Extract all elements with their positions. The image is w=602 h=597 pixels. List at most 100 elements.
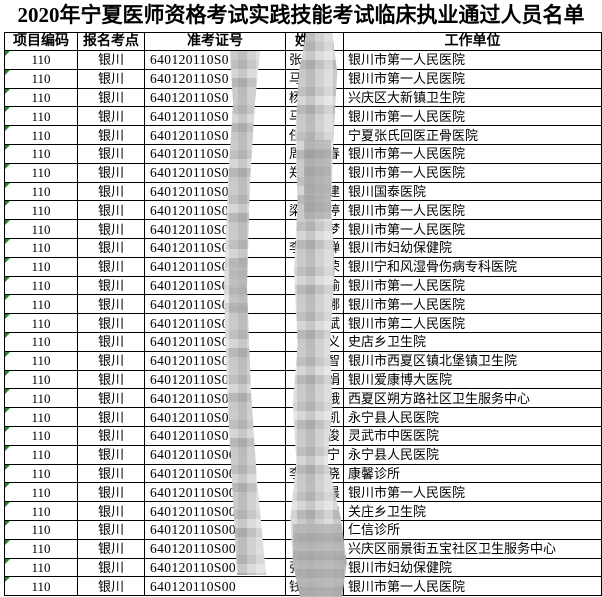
cell-exam-site[interactable]: 银川 (77, 143, 145, 164)
cell-exam-site[interactable]: 银川 (77, 162, 145, 183)
cell-ticket-number[interactable]: 640120110S00 (144, 538, 286, 559)
cell-project-code[interactable]: 110 (4, 331, 78, 352)
cell-ticket-number[interactable]: 640120110S0 (144, 181, 286, 202)
cell-ticket-number[interactable]: 640120110S00 (144, 444, 286, 465)
cell-project-code[interactable]: 110 (4, 256, 78, 277)
table-row[interactable]: 110 银川 640120110S00 钱 银川市第一人民医院 (4, 576, 602, 597)
cell-ticket-number[interactable]: 640120110S0 (144, 143, 286, 164)
cell-project-code[interactable]: 110 (4, 557, 78, 578)
cell-work-unit[interactable]: 银川市第一人民医院 (343, 162, 602, 183)
cell-exam-site[interactable]: 银川 (77, 68, 145, 89)
cell-exam-site[interactable]: 银川 (77, 538, 145, 559)
cell-ticket-number[interactable]: 640120110S0 (144, 331, 286, 352)
cell-work-unit[interactable]: 康馨诊所 (343, 463, 602, 484)
cell-work-unit[interactable]: 银川市第一人民医院 (343, 275, 602, 296)
cell-exam-site[interactable]: 银川 (77, 557, 145, 578)
cell-exam-site[interactable]: 银川 (77, 482, 145, 503)
cell-exam-site[interactable]: 银川 (77, 576, 145, 597)
cell-work-unit[interactable]: 银川爱康博大医院 (343, 369, 602, 390)
cell-exam-site[interactable]: 银川 (77, 350, 145, 371)
cell-ticket-number[interactable]: 640120110S0 (144, 125, 286, 145)
cell-exam-site[interactable]: 银川 (77, 501, 145, 521)
cell-ticket-number[interactable]: 640120110S0 (144, 256, 286, 277)
cell-work-unit[interactable]: 西夏区朔方路社区卫生服务中心 (343, 388, 602, 409)
cell-work-unit[interactable]: 仁信诊所 (343, 519, 602, 540)
cell-exam-site[interactable]: 银川 (77, 237, 145, 258)
cell-work-unit[interactable]: 银川市第一人民医院 (343, 294, 602, 315)
cell-exam-site[interactable]: 银川 (77, 313, 145, 333)
cell-exam-site[interactable]: 银川 (77, 50, 145, 70)
cell-ticket-number[interactable]: 640120110S0 (144, 219, 286, 239)
cell-project-code[interactable]: 110 (4, 313, 78, 333)
cell-project-code[interactable]: 110 (4, 576, 78, 597)
cell-project-code[interactable]: 110 (4, 50, 78, 70)
cell-exam-site[interactable]: 银川 (77, 407, 145, 427)
table-row[interactable]: 110 银川 640120110S0 周 春 银川市第一人民医院 (4, 143, 602, 164)
cell-ticket-number[interactable]: 640120110S00 (144, 501, 286, 521)
cell-work-unit[interactable]: 银川市第一人民医院 (343, 200, 602, 221)
cell-work-unit[interactable]: 灵武市中医医院 (343, 425, 602, 446)
cell-project-code[interactable]: 110 (4, 294, 78, 315)
cell-project-code[interactable]: 110 (4, 369, 78, 390)
table-row[interactable]: 110 银川 640120110S0 建 银川国泰医院 (4, 181, 602, 202)
cell-project-code[interactable]: 110 (4, 162, 78, 183)
cell-work-unit[interactable]: 永宁县人民医院 (343, 444, 602, 465)
cell-ticket-number[interactable]: 640120110S0 (144, 388, 286, 409)
cell-exam-site[interactable]: 银川 (77, 425, 145, 446)
cell-exam-site[interactable]: 银川 (77, 388, 145, 409)
table-row[interactable]: 110 银川 640120110S0 梁 婷 银川市第一人民医院 (4, 200, 602, 221)
cell-exam-site[interactable]: 银川 (77, 444, 145, 465)
cell-ticket-number[interactable]: 640120110S00 (144, 519, 286, 540)
cell-ticket-number[interactable]: 640120110S0 (144, 294, 286, 315)
cell-work-unit[interactable]: 银川市第一人民医院 (343, 106, 602, 127)
cell-work-unit[interactable]: 银川市第一人民医院 (343, 50, 602, 70)
cell-exam-site[interactable]: 银川 (77, 256, 145, 277)
cell-project-code[interactable]: 110 (4, 482, 78, 503)
table-row[interactable]: 110 银川 640120110S0 义 史店乡卫生院 (4, 331, 602, 352)
cell-work-unit[interactable]: 史店乡卫生院 (343, 331, 602, 352)
cell-ticket-number[interactable]: 640120110S0 (144, 200, 286, 221)
cell-work-unit[interactable]: 银川市第一人民医院 (343, 576, 602, 597)
cell-ticket-number[interactable]: 640120110S0 (144, 350, 286, 371)
cell-ticket-number[interactable]: 640120110S0 (144, 275, 286, 296)
cell-ticket-number[interactable]: 640120110S0 (144, 237, 286, 258)
cell-work-unit[interactable]: 银川市第二人民医院 (343, 313, 602, 333)
cell-work-unit[interactable]: 宁夏张氏回医正骨医院 (343, 125, 602, 145)
table-row[interactable]: 110 银川 640120110S0 郑 银川市第一人民医院 (4, 162, 602, 183)
cell-exam-site[interactable]: 银川 (77, 219, 145, 239)
cell-project-code[interactable]: 110 (4, 200, 78, 221)
table-row[interactable]: 110 银川 640120110S0 娟 银川爱康博大医院 (4, 369, 602, 390)
cell-work-unit[interactable]: 兴庆区大新镇卫生院 (343, 87, 602, 108)
cell-work-unit[interactable]: 银川市第一人民医院 (343, 68, 602, 89)
cell-work-unit[interactable]: 银川市第一人民医院 (343, 219, 602, 239)
cell-exam-site[interactable]: 银川 (77, 369, 145, 390)
cell-exam-site[interactable]: 银川 (77, 275, 145, 296)
cell-project-code[interactable]: 110 (4, 237, 78, 258)
cell-work-unit[interactable]: 兴庆区丽景街五宝社区卫生服务中心 (343, 538, 602, 559)
cell-exam-site[interactable]: 银川 (77, 294, 145, 315)
cell-ticket-number[interactable]: 640120110S0 (144, 87, 286, 108)
cell-work-unit[interactable]: 银川宁和风湿骨伤病专科医院 (343, 256, 602, 277)
cell-ticket-number[interactable]: 640120110S0 (144, 162, 286, 183)
cell-project-code[interactable]: 110 (4, 538, 78, 559)
cell-work-unit[interactable]: 银川市妇幼保健院 (343, 237, 602, 258)
cell-project-code[interactable]: 110 (4, 350, 78, 371)
cell-ticket-number[interactable]: 640120110S0 (144, 50, 286, 70)
cell-ticket-number[interactable]: 640120110S0 (144, 425, 286, 446)
cell-work-unit[interactable]: 银川市妇幼保健院 (343, 557, 602, 578)
cell-ticket-number[interactable]: 640120110S00 (144, 482, 286, 503)
cell-exam-site[interactable]: 银川 (77, 463, 145, 484)
cell-ticket-number[interactable]: 640120110S0 (144, 369, 286, 390)
cell-exam-site[interactable]: 银川 (77, 106, 145, 127)
cell-project-code[interactable]: 110 (4, 68, 78, 89)
cell-project-code[interactable]: 110 (4, 444, 78, 465)
cell-work-unit[interactable]: 银川市第一人民医院 (343, 482, 602, 503)
cell-project-code[interactable]: 110 (4, 388, 78, 409)
cell-project-code[interactable]: 110 (4, 501, 78, 521)
cell-project-code[interactable]: 110 (4, 519, 78, 540)
cell-project-code[interactable]: 110 (4, 425, 78, 446)
cell-project-code[interactable]: 110 (4, 219, 78, 239)
cell-work-unit[interactable]: 银川市西夏区镇北堡镇卫生院 (343, 350, 602, 371)
cell-ticket-number[interactable]: 640120110S00 (144, 576, 286, 597)
cell-project-code[interactable]: 110 (4, 143, 78, 164)
